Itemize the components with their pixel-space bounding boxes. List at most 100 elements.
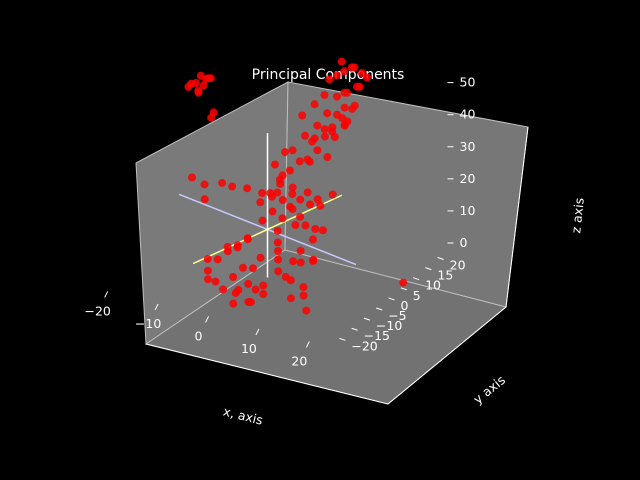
- scatter-point: [309, 255, 318, 264]
- scatter-point: [355, 82, 364, 91]
- z-tick-label: 20: [460, 171, 476, 186]
- y-tick-mark: [437, 257, 444, 260]
- scatter-point: [319, 226, 327, 235]
- y-tick-label: 0: [401, 298, 409, 313]
- scatter-point: [296, 258, 305, 267]
- scatter-point: [203, 255, 212, 263]
- y-tick-mark: [388, 297, 395, 301]
- y-tick-mark: [376, 307, 383, 311]
- scatter-point: [320, 132, 329, 141]
- x-tick-mark: [255, 328, 260, 336]
- x-tick-label: 20: [291, 353, 307, 368]
- scatter-point: [310, 134, 319, 143]
- scatter-point: [296, 212, 305, 221]
- scatter-point: [296, 246, 305, 255]
- y-tick-label: −20: [351, 338, 377, 353]
- y-tick-label: −15: [364, 328, 390, 343]
- scatter-point: [249, 264, 257, 273]
- scatter-point: [187, 79, 195, 88]
- scatter-point: [268, 207, 277, 216]
- scatter-point: [337, 57, 346, 66]
- scatter-point: [239, 263, 247, 272]
- scatter-point: [316, 201, 325, 210]
- y-tick-mark: [425, 267, 432, 271]
- scatter-point: [301, 131, 309, 140]
- scatter-point: [363, 73, 371, 82]
- scatter-point: [223, 247, 232, 256]
- scatter-point: [274, 255, 283, 264]
- scatter-point: [229, 273, 238, 281]
- scatter-point: [309, 235, 317, 244]
- scatter-point: [350, 63, 359, 72]
- scatter-point: [296, 195, 305, 204]
- scatter-point: [328, 123, 337, 132]
- scatter-point: [278, 214, 287, 223]
- scatter-point: [333, 92, 341, 101]
- scatter-point: [233, 241, 242, 250]
- scatter-point: [274, 247, 282, 255]
- scatter-point: [288, 190, 297, 199]
- scatter-point: [323, 153, 332, 161]
- scatter-point: [204, 74, 213, 83]
- y-tick-label: 10: [425, 278, 441, 293]
- scatter-point: [330, 133, 339, 141]
- scatter-point: [259, 290, 268, 299]
- scatter-point: [320, 91, 329, 99]
- scatter-point: [200, 180, 209, 189]
- scatter-point: [325, 75, 334, 84]
- scatter-point: [207, 113, 216, 122]
- scatter-point: [287, 294, 295, 303]
- x-tick-mark: [154, 303, 159, 311]
- scatter-points: [184, 57, 408, 315]
- x-tick-mark: [104, 291, 109, 298]
- scatter-point: [256, 253, 265, 262]
- scatter-point: [228, 182, 237, 191]
- scatter-point: [273, 188, 282, 197]
- scatter-point: [200, 195, 209, 204]
- scatter-point: [303, 155, 312, 164]
- z-tick-label: 10: [460, 203, 476, 218]
- scatter-point: [259, 281, 268, 290]
- scatter-point: [285, 166, 294, 175]
- y-tick-label: 5: [413, 288, 421, 303]
- scatter-point: [281, 148, 289, 157]
- z-tick-label: 50: [460, 75, 476, 90]
- scatter-point: [258, 189, 267, 197]
- y-tick-mark: [363, 317, 371, 321]
- tick-layer: −20−1001020−20−15−10−5051015200102030405…: [84, 75, 475, 369]
- x-tick-label: 0: [195, 328, 203, 343]
- scatter-point: [276, 179, 285, 188]
- scatter-point: [340, 103, 349, 112]
- z-axis-line: [505, 126, 529, 308]
- scatter-point: [251, 285, 260, 294]
- scatter-point: [286, 202, 295, 211]
- scatter-point: [311, 225, 320, 233]
- scatter-point: [286, 276, 295, 285]
- x-tick-mark: [305, 341, 310, 348]
- scatter-point: [199, 81, 208, 90]
- scatter-point: [204, 275, 212, 284]
- scatter-point: [343, 117, 352, 126]
- scatter-point: [291, 221, 300, 229]
- scatter-point: [310, 100, 319, 109]
- scatter-point: [266, 189, 275, 198]
- scatter-point: [243, 184, 252, 193]
- scatter-point: [350, 101, 359, 110]
- scatter-point: [340, 67, 349, 76]
- scatter-point: [188, 173, 196, 182]
- scatter-point: [278, 196, 287, 204]
- scatter-point: [274, 267, 283, 276]
- scatter-point: [278, 171, 287, 180]
- scatter-point: [298, 111, 307, 120]
- x-tick-mark: [205, 316, 209, 323]
- y-tick-label: −5: [388, 308, 406, 323]
- scatter-point: [246, 298, 255, 307]
- scatter-point: [343, 88, 351, 97]
- scatter-point: [313, 121, 322, 130]
- z-tick-label: 30: [460, 139, 476, 154]
- scatter-point: [243, 235, 252, 244]
- scatter-point: [203, 266, 212, 275]
- scatter-point: [320, 125, 329, 134]
- scatter-point: [303, 188, 312, 197]
